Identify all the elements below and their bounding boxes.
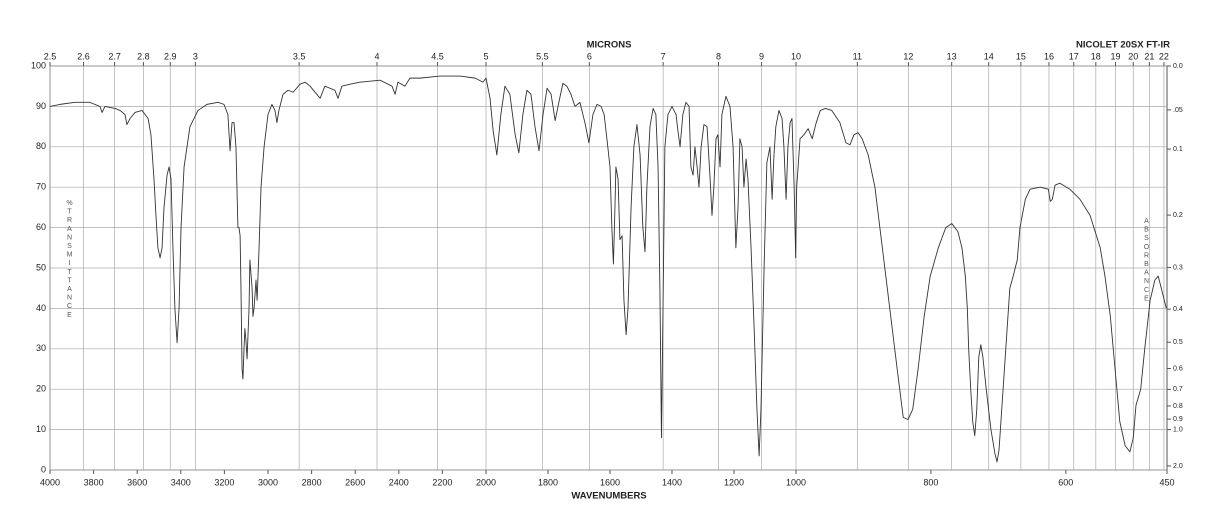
y-tick-label: 10 <box>36 424 46 434</box>
x-tick-label: 450 <box>1159 477 1174 487</box>
x-tick-label: 1800 <box>538 477 558 487</box>
x-tick-label: 1400 <box>662 477 682 487</box>
y-tick-label: 20 <box>36 384 46 394</box>
x2-tick-label: 13 <box>947 51 957 61</box>
y2-tick-label: 0.2 <box>1173 212 1183 219</box>
x-tick-label: 1200 <box>724 477 744 487</box>
y2-tick-label: 0.7 <box>1173 386 1183 393</box>
y-tick-label: 40 <box>36 303 46 313</box>
y2-tick-label: 1.0 <box>1173 426 1183 433</box>
x-tick-label: 3200 <box>214 477 234 487</box>
x2-tick-label: 20 <box>1128 51 1138 61</box>
x2-tick-label: 2.9 <box>164 51 177 61</box>
x2-tick-label: 17 <box>1069 51 1079 61</box>
x2-tick-label: 8 <box>716 51 721 61</box>
x-tick-label: 3600 <box>127 477 147 487</box>
y2-tick-label: 0.0 <box>1173 63 1183 70</box>
y-tick-label: 80 <box>36 141 46 151</box>
x2-tick-label: 9 <box>759 51 764 61</box>
x-tick-label: 600 <box>1058 477 1073 487</box>
y2-tick-label: 0.5 <box>1173 339 1183 346</box>
x-tick-label: 2000 <box>476 477 496 487</box>
x2-tick-label: 19 <box>1111 51 1121 61</box>
x-tick-label: 800 <box>923 477 938 487</box>
x2-tick-label: 2.6 <box>77 51 90 61</box>
x-tick-label: 3000 <box>258 477 278 487</box>
x2-axis-label: MICRONS <box>587 40 632 51</box>
x2-tick-label: 5.5 <box>536 51 549 61</box>
x-tick-label: 2800 <box>302 477 322 487</box>
x2-tick-label: 21 <box>1144 51 1154 61</box>
y-tick-label: 0 <box>41 464 46 474</box>
x-tick-label: 1000 <box>786 477 806 487</box>
x-axis-label: WAVENUMBERS <box>571 491 646 502</box>
y-tick-label: 90 <box>36 101 46 111</box>
x-tick-label: 3400 <box>171 477 191 487</box>
x2-tick-label: 3 <box>193 51 198 61</box>
x2-tick-label: 10 <box>791 51 801 61</box>
x-tick-label: 4000 <box>40 477 60 487</box>
x-tick-label: 2200 <box>432 477 452 487</box>
x2-tick-label: 15 <box>1016 51 1026 61</box>
x-tick-label: 3800 <box>84 477 104 487</box>
x2-tick-label: 18 <box>1091 51 1101 61</box>
y-tick-label: 60 <box>36 222 46 232</box>
y2-tick-label: 0.6 <box>1173 365 1183 372</box>
x2-tick-label: 4.5 <box>431 51 444 61</box>
chart-title: NICOLET 20SX FT-IR <box>1076 40 1170 51</box>
y2-tick-label: 0.3 <box>1173 264 1183 271</box>
x-tick-label: 2400 <box>389 477 409 487</box>
spectrum-line <box>49 75 1167 463</box>
y2-axis-label: ABSORBANCE <box>1143 218 1150 304</box>
x2-tick-label: 12 <box>903 51 913 61</box>
x2-tick-label: 5 <box>483 51 488 61</box>
x2-tick-label: 16 <box>1044 51 1054 61</box>
x2-tick-label: 2.8 <box>137 51 150 61</box>
x2-tick-label: 22 <box>1159 51 1169 61</box>
x2-tick-label: 7 <box>661 51 666 61</box>
y2-tick-label: 0.9 <box>1173 416 1183 423</box>
y-tick-label: 100 <box>31 60 46 70</box>
y2-tick-label: 0.1 <box>1173 146 1183 153</box>
y-tick-label: 70 <box>36 182 46 192</box>
x2-tick-label: 3.5 <box>293 51 306 61</box>
y-tick-label: 50 <box>36 262 46 272</box>
y2-tick-label: 0.8 <box>1173 403 1183 410</box>
x-tick-label: 1600 <box>600 477 620 487</box>
y-tick-label: 30 <box>36 343 46 353</box>
x-tick-label: 2600 <box>345 477 365 487</box>
x2-tick-label: 2.7 <box>108 51 121 61</box>
y2-tick-label: 2.0 <box>1173 463 1183 470</box>
x2-tick-label: 11 <box>853 51 862 61</box>
y2-tick-label: .05 <box>1173 107 1183 114</box>
x2-tick-label: 4 <box>374 51 379 61</box>
x2-tick-label: 6 <box>587 51 592 61</box>
x2-tick-label: 14 <box>984 51 994 61</box>
y2-tick-label: 0.4 <box>1173 306 1183 313</box>
x2-tick-label: 2.5 <box>44 51 57 61</box>
y-axis-label: %TRANSMITTANCE <box>66 200 73 321</box>
